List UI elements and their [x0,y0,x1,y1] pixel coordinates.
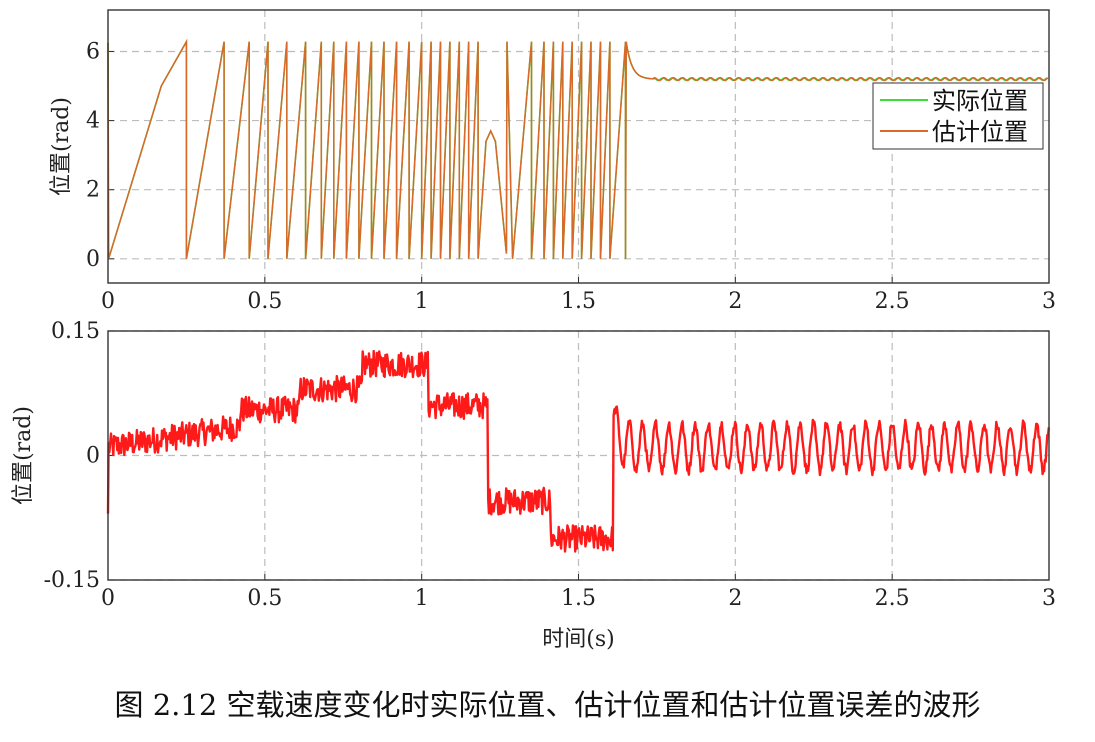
bottom-x-tick-label: 2 [728,586,742,611]
bottom-y-tick-label: -0.15 [44,568,100,593]
top-y-tick-label: 2 [86,178,100,203]
bottom-x-tick-label: 0 [101,586,115,611]
top-y-tick-label: 6 [86,39,100,64]
legend-label: 实际位置 [932,87,1028,115]
figure-caption: 图 2.12 空载速度变化时实际位置、估计位置和估计位置误差的波形 [114,688,981,722]
bottom-x-tick-label: 1 [415,586,429,611]
top-x-tick-label: 1.5 [561,289,596,314]
series-position-error [106,349,1050,553]
bottom-x-tick-label: 3 [1042,586,1056,611]
top-axes-frame [107,9,1050,284]
bottom-y-axis-label: 位置(rad) [11,406,36,505]
bottom-y-tick-label: 0.15 [51,319,100,344]
legend-box [872,82,1044,150]
bottom-x-tick-label: 2.5 [875,586,910,611]
top-y-tick-label: 4 [86,109,100,134]
bottom-y-tick-label: 0 [86,444,100,469]
bottom-x-tick-label: 1.5 [561,586,596,611]
top-y-tick-label: 0 [86,247,100,272]
top-x-tick-label: 2.5 [875,289,910,314]
bottom-x-tick-label: 0.5 [247,586,282,611]
bottom-x-axis-label: 时间(s) [542,627,614,652]
series-estimated-position [107,38,1049,260]
bottom-axes-frame [107,330,1050,581]
top-x-tick-label: 0.5 [247,289,282,314]
top-y-axis-label: 位置(rad) [49,97,74,196]
legend-label: 估计位置 [932,118,1028,146]
top-x-tick-label: 0 [101,289,115,314]
top-x-tick-label: 3 [1042,289,1056,314]
top-x-tick-label: 2 [728,289,742,314]
top-x-tick-label: 1 [415,289,429,314]
